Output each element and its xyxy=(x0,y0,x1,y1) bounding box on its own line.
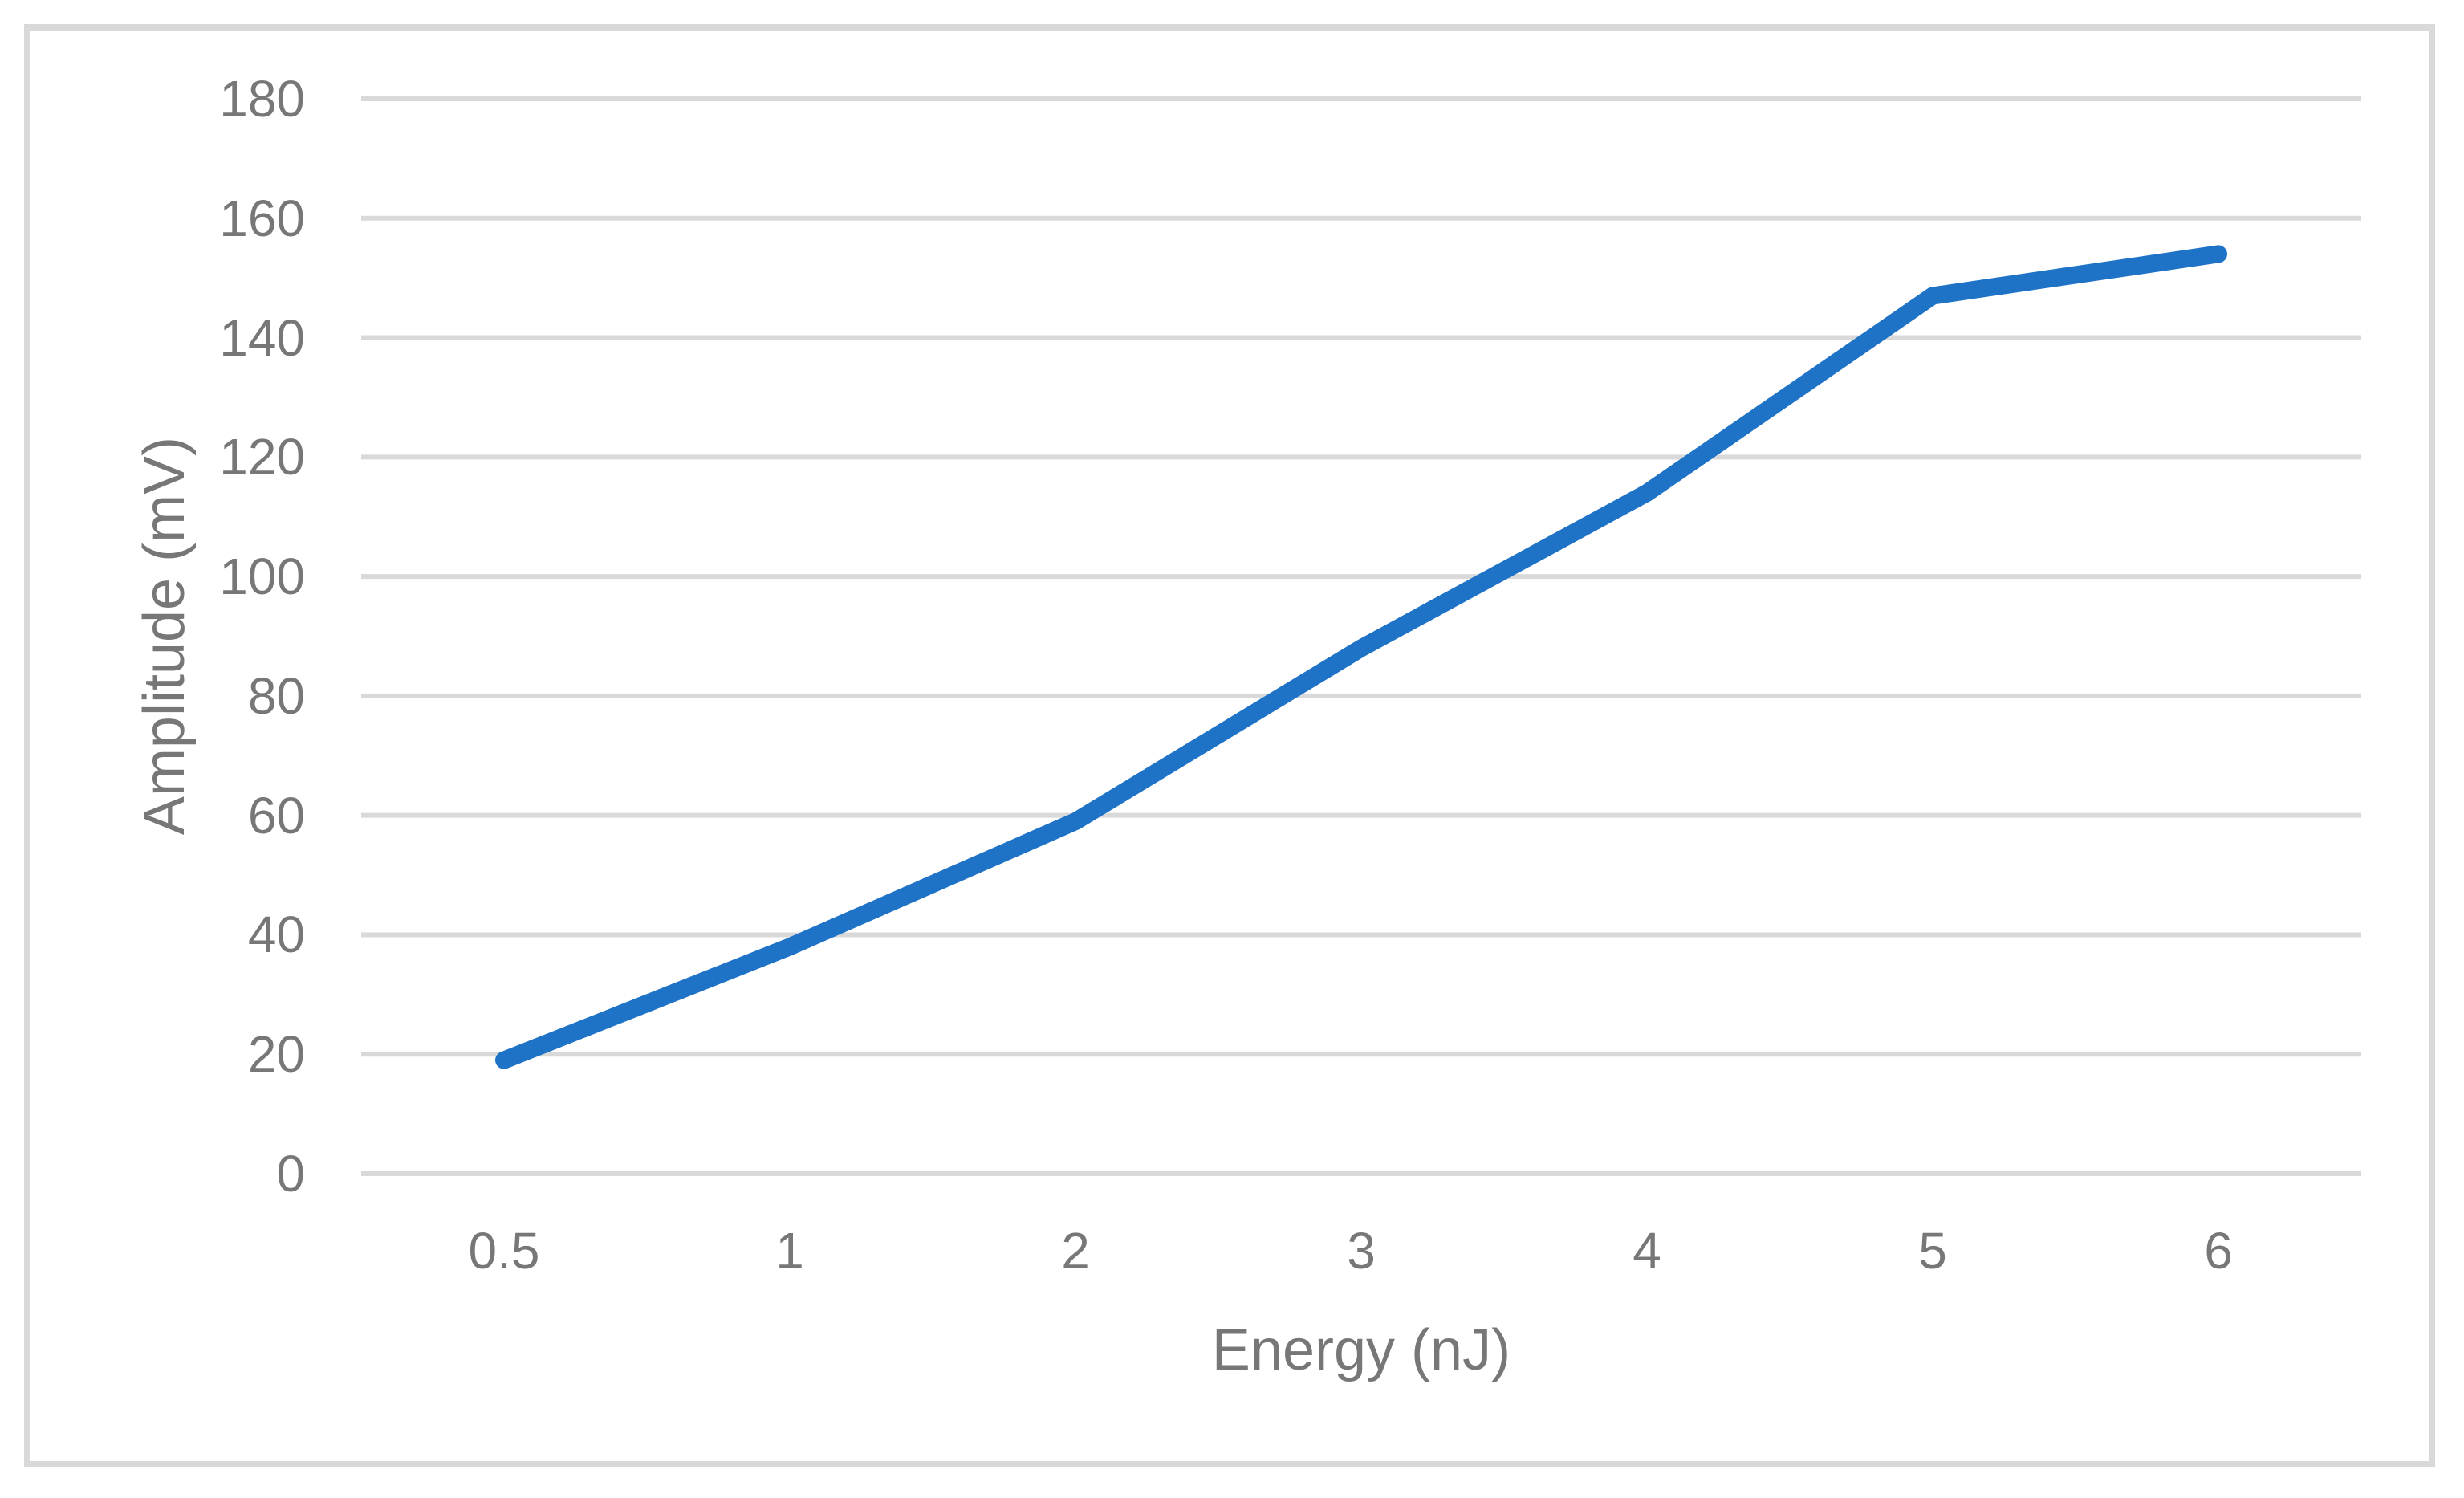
y-tick-label: 120 xyxy=(219,428,305,486)
x-axis-title: Energy (nJ) xyxy=(1211,1318,1511,1382)
y-tick-label: 60 xyxy=(247,786,305,845)
y-tick-label: 20 xyxy=(247,1025,305,1084)
y-tick-label: 140 xyxy=(219,308,305,367)
y-tick-label: 100 xyxy=(219,548,305,606)
x-tick-label: 3 xyxy=(1347,1222,1376,1280)
x-tick-label: 0.5 xyxy=(468,1222,540,1280)
x-tick-label: 6 xyxy=(2204,1222,2233,1280)
y-tick-label: 160 xyxy=(219,189,305,247)
y-axis-title: Amplitude (mV) xyxy=(132,436,197,836)
y-tick-label: 40 xyxy=(247,906,305,964)
y-tick-label: 180 xyxy=(219,70,305,128)
y-tick-label: 0 xyxy=(276,1145,305,1203)
chart-border-frame xyxy=(24,24,2435,1467)
x-tick-label: 2 xyxy=(1061,1222,1090,1280)
y-tick-label: 80 xyxy=(247,666,305,725)
x-tick-label: 1 xyxy=(775,1222,804,1280)
x-tick-label: 4 xyxy=(1633,1222,1661,1280)
x-tick-label: 5 xyxy=(1918,1222,1947,1280)
series-line xyxy=(495,245,2227,1069)
